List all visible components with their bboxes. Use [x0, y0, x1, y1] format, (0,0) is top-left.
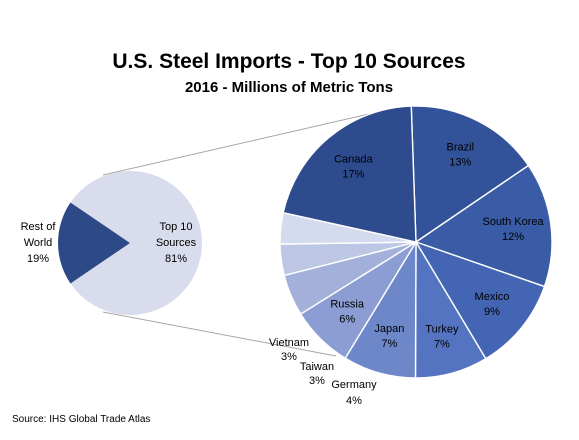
overview-pie	[57, 170, 202, 315]
label-vietnam-value: 3%	[281, 351, 297, 363]
label-taiwan-value: 3%	[309, 375, 325, 387]
label-russia: Russia 6%	[330, 299, 365, 326]
slice-mexico	[414, 240, 546, 360]
label-canada: Canada 17%	[334, 154, 373, 181]
source-note: Source: IHS Global Trade Atlas	[12, 414, 150, 425]
label-rest-of-world: Rest of World 19%	[21, 221, 57, 265]
label-mexico: Mexico 9%	[475, 291, 510, 318]
top10-breakdown-pie	[279, 105, 553, 379]
slice-canada	[282, 105, 417, 243]
label-taiwan-name: Taiwan	[300, 361, 334, 373]
connector-bottom	[102, 311, 337, 357]
slice-south-korea	[414, 164, 553, 288]
label-south-korea: South Korea 12%	[482, 216, 544, 243]
chart-title: U.S. Steel Imports - Top 10 Sources	[112, 50, 465, 73]
connector-lines	[102, 107, 396, 357]
slice-top-10-sources	[70, 170, 202, 315]
label-japan: Japan 7%	[374, 323, 404, 350]
label-top-10-sources: Top 10 Sources 81%	[156, 221, 197, 265]
label-germany-name: Germany	[331, 379, 377, 391]
chart-subtitle: 2016 - Millions of Metric Tons	[185, 79, 393, 96]
label-germany-value: 4%	[346, 395, 362, 407]
slice-labels: Top 10 Sources 81% Rest of World 19% Brazil 13%…	[21, 142, 545, 407]
slice-brazil	[410, 105, 530, 244]
label-brazil: Brazil 13%	[447, 142, 475, 169]
label-vietnam-name: Vietnam	[269, 337, 309, 349]
slice-rest-of-world	[57, 202, 130, 284]
label-turkey: Turkey 7%	[425, 323, 459, 350]
connector-top	[102, 107, 396, 176]
